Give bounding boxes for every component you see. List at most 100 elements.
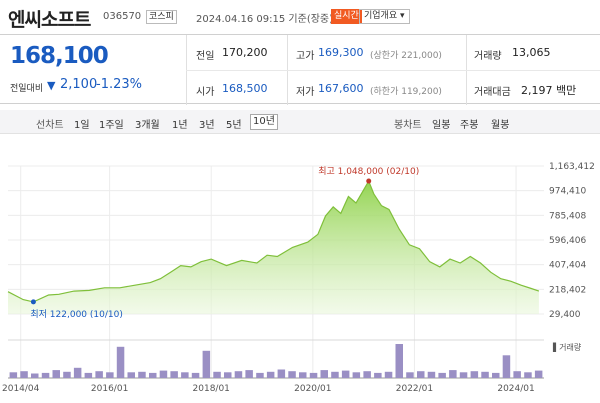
volume-bar xyxy=(202,350,211,378)
high-marker xyxy=(366,178,372,184)
volume-bar xyxy=(63,371,71,378)
volume-bar xyxy=(31,373,39,378)
volume-bar xyxy=(459,372,468,378)
volume-bar xyxy=(84,372,93,378)
low-annotation: 최저 122,000 (10/10) xyxy=(30,309,122,320)
volume-bar xyxy=(427,371,436,378)
price-area xyxy=(8,181,539,314)
volume-bar xyxy=(470,371,479,378)
company-info-button[interactable]: 기업개요 ▾ xyxy=(359,9,410,24)
volume-bar xyxy=(170,371,178,378)
period-5y[interactable]: 5년 xyxy=(226,120,242,131)
volume-bar xyxy=(191,372,200,378)
volume-bar xyxy=(234,371,243,378)
y-tick-label: 29,400 xyxy=(549,310,581,320)
volume-bar xyxy=(52,370,60,378)
volume-bar xyxy=(127,372,135,378)
volume-bar xyxy=(534,370,543,378)
high-label: 고가 xyxy=(296,51,315,62)
volume-bar xyxy=(213,371,221,378)
open-value: 168,500 xyxy=(222,82,268,95)
volume-bar xyxy=(502,355,511,378)
high-annotation: 최고 1,048,000 (02/10) xyxy=(318,166,419,177)
x-tick-label: 2016/01 xyxy=(91,384,128,394)
volume-bar xyxy=(41,372,50,378)
trade-amount-value: 2,197 백만 xyxy=(521,84,577,97)
change-amount: 2,100 xyxy=(60,77,98,92)
volume-bar xyxy=(20,371,28,378)
prev-close-label: 전일 xyxy=(196,51,215,62)
candle-weekly[interactable]: 주봉 xyxy=(460,120,479,131)
stock-code: 036570 xyxy=(103,11,142,22)
volume-bar xyxy=(95,371,103,378)
x-tick-label: 2014/04 xyxy=(2,384,40,394)
volume-bar xyxy=(492,372,500,378)
volume-bar xyxy=(331,371,339,378)
period-3m[interactable]: 3개월 xyxy=(135,120,160,131)
y-tick-label: 407,404 xyxy=(549,261,586,271)
lower-limit: (하한가 119,200) xyxy=(370,87,442,97)
low-marker xyxy=(30,299,36,305)
period-1y[interactable]: 1년 xyxy=(172,120,188,131)
period-bar: 선차트 1일 1주일 3개월 1년 3년 5년 10년 봉차트 일봉 주봉 월봉 xyxy=(0,110,600,134)
volume-label: 거래량 xyxy=(474,51,502,62)
volume-bar xyxy=(513,371,521,378)
volume-bar xyxy=(277,369,286,378)
y-tick-label: 1,163,412 xyxy=(549,162,595,172)
volume-bar xyxy=(256,372,264,378)
change-label: 전일대비 xyxy=(10,84,44,94)
volume-bar xyxy=(406,372,414,378)
volume-bar xyxy=(159,370,168,378)
candle-chart-label[interactable]: 봉차트 xyxy=(394,120,422,131)
volume-bar xyxy=(449,370,457,378)
period-10y[interactable]: 10년 xyxy=(250,114,278,130)
period-1w[interactable]: 1주일 xyxy=(99,120,124,131)
volume-bar xyxy=(181,372,189,378)
volume-bar xyxy=(245,370,253,378)
current-price: 168,100 xyxy=(10,43,109,69)
volume-bar xyxy=(341,370,350,378)
volume-bar xyxy=(73,367,82,378)
divider xyxy=(186,70,600,71)
volume-bar xyxy=(299,372,307,378)
volume-bar xyxy=(149,372,157,378)
period-1d[interactable]: 1일 xyxy=(74,120,90,131)
stock-header: 엔씨소프트 036570 코스피 2024.04.16 09:15 기준(장중)… xyxy=(0,0,600,34)
volume-bar xyxy=(363,371,371,378)
volume-bar xyxy=(417,371,425,378)
high-value: 169,300 xyxy=(318,46,364,59)
low-label: 저가 xyxy=(296,87,315,98)
volume-bar xyxy=(266,371,275,378)
candle-monthly[interactable]: 월봉 xyxy=(491,120,510,131)
volume-bar xyxy=(288,371,296,378)
volume-bar xyxy=(106,372,114,378)
volume-bar xyxy=(384,371,393,378)
y-tick-label: 974,410 xyxy=(549,187,586,197)
open-label: 시가 xyxy=(196,87,215,98)
y-tick-label: 596,406 xyxy=(549,236,586,246)
change-rate: -1.23% xyxy=(96,77,142,92)
line-chart-label[interactable]: 선차트 xyxy=(36,120,64,131)
volume-bar xyxy=(116,346,125,378)
down-arrow-icon: ▼ xyxy=(47,79,56,92)
volume-bar xyxy=(481,371,489,378)
y-tick-label: 785,408 xyxy=(549,211,586,221)
trade-amount-label: 거래대금 xyxy=(474,87,511,98)
volume-bar xyxy=(309,372,318,378)
candle-daily[interactable]: 일봉 xyxy=(432,120,451,131)
volume-label: ▌거래량 xyxy=(552,342,582,352)
prev-close-value: 170,200 xyxy=(222,46,268,59)
quote-box: 168,100 전일대비 ▼ 2,100 -1.23% 전일 170,200 고… xyxy=(0,34,600,105)
period-3y[interactable]: 3년 xyxy=(199,120,215,131)
volume-bar xyxy=(138,371,146,378)
realtime-button[interactable]: 실시간 xyxy=(331,9,362,24)
volume-bar xyxy=(224,372,232,378)
stock-name: 엔씨소프트 xyxy=(8,9,91,31)
price-line xyxy=(7,179,540,303)
market-badge: 코스피 xyxy=(146,10,177,24)
price-chart[interactable]: 1,163,412 974,410 785,408 596,406 407,404 218… xyxy=(0,150,600,403)
volume-bar xyxy=(395,344,403,378)
volume-value: 13,065 xyxy=(512,46,551,59)
chart-svg: 1,163,412 974,410 785,408 596,406 407,404 218… xyxy=(2,162,595,394)
x-tick-label: 2022/01 xyxy=(396,384,433,394)
